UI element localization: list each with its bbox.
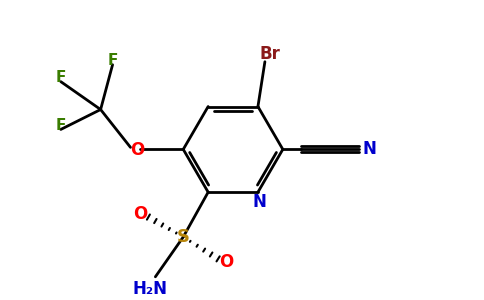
Text: H₂N: H₂N [133, 280, 168, 298]
Text: F: F [56, 118, 66, 133]
Text: Br: Br [259, 45, 280, 63]
Text: N: N [363, 140, 377, 158]
Text: N: N [253, 193, 267, 211]
Text: O: O [130, 141, 145, 159]
Text: F: F [56, 70, 66, 85]
Text: F: F [107, 53, 118, 68]
Text: O: O [133, 205, 148, 223]
Text: O: O [219, 253, 233, 271]
Text: S: S [177, 228, 190, 246]
